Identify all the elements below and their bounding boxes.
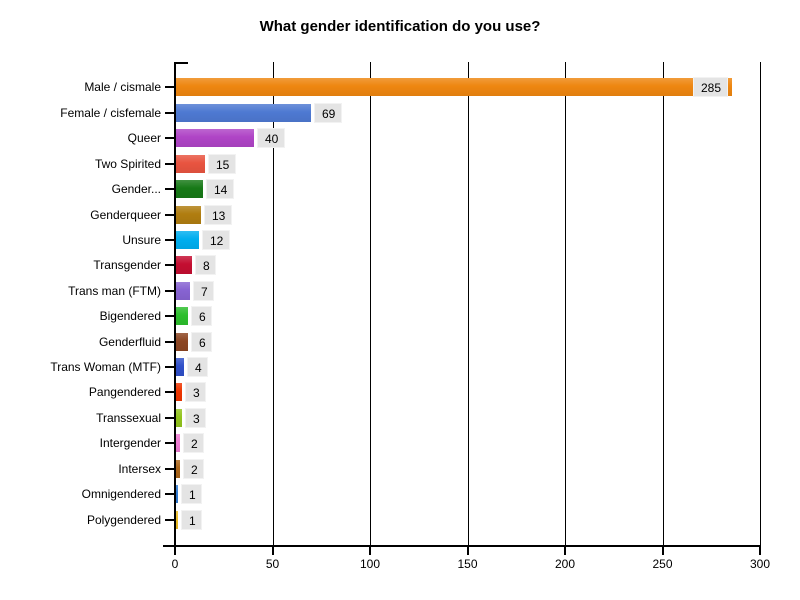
gridline-250: [662, 62, 664, 545]
category-tick-omnigendered: [165, 493, 175, 496]
bar-two-spirited: [176, 154, 205, 173]
x-tick-100: [369, 545, 371, 555]
value-label-transgender: 8: [195, 255, 216, 276]
bar-genderqueer: [176, 205, 201, 224]
value-label-genderqueer: 13: [204, 204, 232, 225]
bar-unsure: [176, 230, 199, 249]
bar-intergender: [176, 434, 180, 453]
value-label-two-spirited: 15: [208, 153, 236, 174]
value-label-gender: 14: [206, 179, 234, 200]
chart-title: What gender identification do you use?: [259, 18, 541, 35]
bar-pangendered: [176, 383, 182, 402]
x-tick-250: [661, 545, 664, 555]
bar-gender: [176, 180, 203, 199]
value-label-female-cisfemale: 69: [314, 102, 342, 123]
x-tick-label-100: 100: [359, 557, 381, 571]
value-label-male-cismale: 285: [693, 77, 728, 98]
category-tick-female-cisfemale: [165, 111, 175, 114]
category-label-omnigendered: Omnigendered: [81, 487, 161, 502]
x-tick-label-200: 200: [554, 557, 576, 571]
category-tick-unsure: [165, 238, 175, 241]
category-tick-gender: [165, 188, 175, 191]
bar-genderfluid: [176, 332, 188, 351]
value-label-pangendered: 3: [185, 382, 206, 403]
x-tick-50: [271, 545, 274, 555]
gridline-300: [760, 62, 761, 545]
x-tick-0: [174, 545, 176, 555]
x-tick-200: [564, 545, 566, 555]
value-label-trans-man-ftm: 7: [193, 280, 214, 301]
x-tick-label-300: 300: [749, 557, 771, 571]
category-tick-bigendered: [165, 315, 175, 318]
category-tick-two-spirited: [165, 162, 175, 165]
value-label-transsexual: 3: [185, 407, 206, 428]
value-label-genderfluid: 6: [191, 331, 212, 352]
bar-trans-man-ftm: [176, 281, 190, 300]
category-label-gender: Gender...: [111, 182, 161, 197]
gridline-100: [370, 62, 371, 545]
x-tick-150: [466, 545, 469, 555]
category-label-bigendered: Bigendered: [99, 309, 161, 324]
category-label-trans-man-ftm: Trans man (FTM): [68, 283, 161, 298]
gridline-200: [565, 62, 566, 545]
category-label-pangendered: Pangendered: [88, 385, 161, 400]
category-tick-male-cismale: [165, 86, 175, 89]
bar-female-cisfemale: [176, 103, 311, 122]
category-label-polygendered: Polygendered: [86, 512, 161, 527]
x-tick-label-250: 250: [652, 557, 673, 571]
bar-queer: [176, 129, 254, 148]
value-label-queer: 40: [257, 128, 285, 149]
category-tick-genderqueer: [165, 213, 175, 216]
category-tick-queer: [165, 137, 175, 140]
category-label-intergender: Intergender: [99, 436, 161, 451]
category-tick-trans-man-ftm: [165, 289, 175, 292]
bar-transgender: [176, 256, 192, 275]
value-label-trans-woman-mtf: 4: [187, 357, 208, 378]
category-label-female-cisfemale: Female / cisfemale: [60, 105, 161, 120]
category-label-unsure: Unsure: [122, 232, 161, 247]
bar-bigendered: [176, 307, 188, 326]
y-axis-line: [174, 62, 176, 547]
value-label-omnigendered: 1: [181, 484, 202, 505]
x-tick-label-150: 150: [457, 557, 478, 571]
category-label-genderfluid: Genderfluid: [98, 334, 161, 349]
bar-male-cismale: [176, 78, 732, 97]
bar-intersex: [176, 459, 180, 478]
category-tick-transsexual: [165, 416, 175, 419]
x-tick-300: [759, 545, 761, 555]
y-axis-top-tick: [174, 62, 188, 64]
value-label-intergender: 2: [183, 433, 204, 454]
gridline-150: [467, 62, 469, 545]
category-label-intersex: Intersex: [118, 461, 161, 476]
value-label-bigendered: 6: [191, 306, 212, 327]
category-label-genderqueer: Genderqueer: [90, 207, 161, 222]
value-label-intersex: 2: [183, 458, 204, 479]
gridline-50: [272, 62, 274, 545]
category-tick-polygendered: [165, 518, 175, 521]
bar-polygendered: [176, 510, 178, 529]
category-tick-intergender: [165, 442, 175, 445]
category-label-transsexual: Transsexual: [96, 410, 161, 425]
x-tick-label-0: 0: [171, 557, 179, 571]
category-tick-trans-woman-mtf: [165, 366, 175, 369]
category-tick-pangendered: [165, 391, 175, 394]
category-label-transgender: Transgender: [93, 258, 161, 273]
category-tick-intersex: [165, 467, 175, 470]
value-label-unsure: 12: [202, 229, 230, 250]
x-tick-label-50: 50: [265, 557, 280, 571]
value-label-polygendered: 1: [181, 509, 202, 530]
category-tick-genderfluid: [165, 340, 175, 343]
category-label-male-cismale: Male / cismale: [84, 80, 161, 95]
category-label-two-spirited: Two Spirited: [94, 156, 161, 171]
bar-trans-woman-mtf: [176, 358, 184, 377]
x-axis-line: [163, 545, 761, 547]
category-tick-transgender: [165, 264, 175, 267]
bar-omnigendered: [176, 485, 178, 504]
bar-transsexual: [176, 408, 182, 427]
category-label-queer: Queer: [127, 131, 161, 146]
category-label-trans-woman-mtf: Trans Woman (MTF): [50, 360, 161, 375]
